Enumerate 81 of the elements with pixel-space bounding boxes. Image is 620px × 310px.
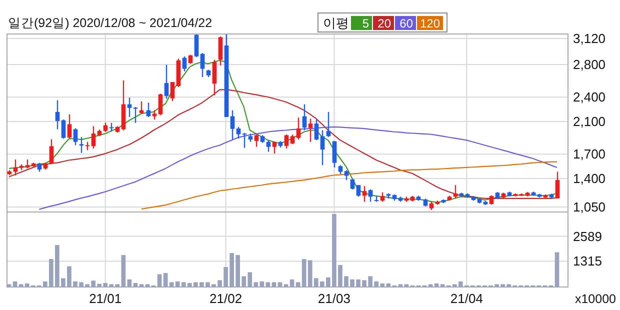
candlestick [314,118,319,141]
bar [163,273,168,287]
y-tick-label: 1,050 [573,200,606,215]
candlestick [158,93,163,116]
y-tick-label: 1,400 [573,171,606,186]
candlestick [555,171,560,199]
candlestick [320,130,325,166]
candlestick [164,64,169,100]
candlestick [218,36,223,66]
bar [6,284,12,287]
candlestick [489,194,494,206]
x-tick-label: 21/03 [318,291,350,306]
bar [145,284,150,287]
candlestick [308,118,313,142]
candlestick [242,132,247,148]
candlestick [194,34,199,58]
y-tick-label: 1,700 [573,146,606,162]
candlestick [67,114,72,139]
candlestick [266,140,271,152]
bar [554,252,560,287]
bar [296,282,300,287]
candlestick [200,52,205,78]
bar [12,281,18,287]
bar [434,283,439,287]
y-tick-label: 3,120 [573,30,606,46]
y-tick-label: 2,100 [573,114,606,130]
bar [133,283,138,287]
candlestick [182,56,187,72]
y-tick-label: 2589 [573,228,602,244]
text: 20 [378,16,392,30]
text: 5 [362,16,370,30]
candlestick [170,81,175,102]
bar [157,274,162,287]
chart-title: 일간(92일) 2020/12/08 ~ 2021/04/22 [8,16,212,30]
x-tick-label: 21/04 [450,291,483,306]
y-tick-label: 2,800 [573,57,606,72]
line-series [140,161,558,210]
bar [404,284,409,287]
candlestick [254,134,259,148]
bar [428,284,433,287]
text: 120 [420,16,440,30]
candlestick [356,184,361,198]
y-axis-title: x10000 [574,292,616,306]
x-tick-label: 21/02 [210,291,242,306]
candlestick [284,134,289,150]
candlestick [55,100,60,130]
bar [290,279,294,287]
bar [266,282,270,287]
bar [278,282,282,287]
candlestick [344,170,349,181]
candlestick [49,138,54,165]
candlestick [91,126,96,150]
candlestick [368,188,373,202]
candlestick [350,178,355,190]
text: 60 [400,16,414,30]
bar [24,283,30,287]
candlestick [79,136,84,154]
bar [284,284,288,287]
candlestick [290,134,295,145]
candlestick [13,158,18,176]
candlestick [73,128,78,146]
x-tick-label: 21/01 [89,291,122,306]
bar [260,281,264,287]
candlestick [362,186,367,202]
candlestick [380,192,385,202]
bar [302,259,306,287]
bar [398,284,403,287]
candlestick [212,59,217,96]
y-tick-label: 1315 [573,254,602,269]
bar [127,279,132,287]
bar [18,284,24,287]
y-tick-label: 2,400 [573,90,606,105]
bar [272,282,276,287]
legend-title: 이평 [323,16,349,30]
candlestick [296,117,301,140]
candlestick [302,104,307,131]
candlestick [103,122,108,132]
candlestick [61,118,66,140]
candlestick [230,110,235,140]
bar [139,284,144,287]
candlestick [332,140,337,168]
